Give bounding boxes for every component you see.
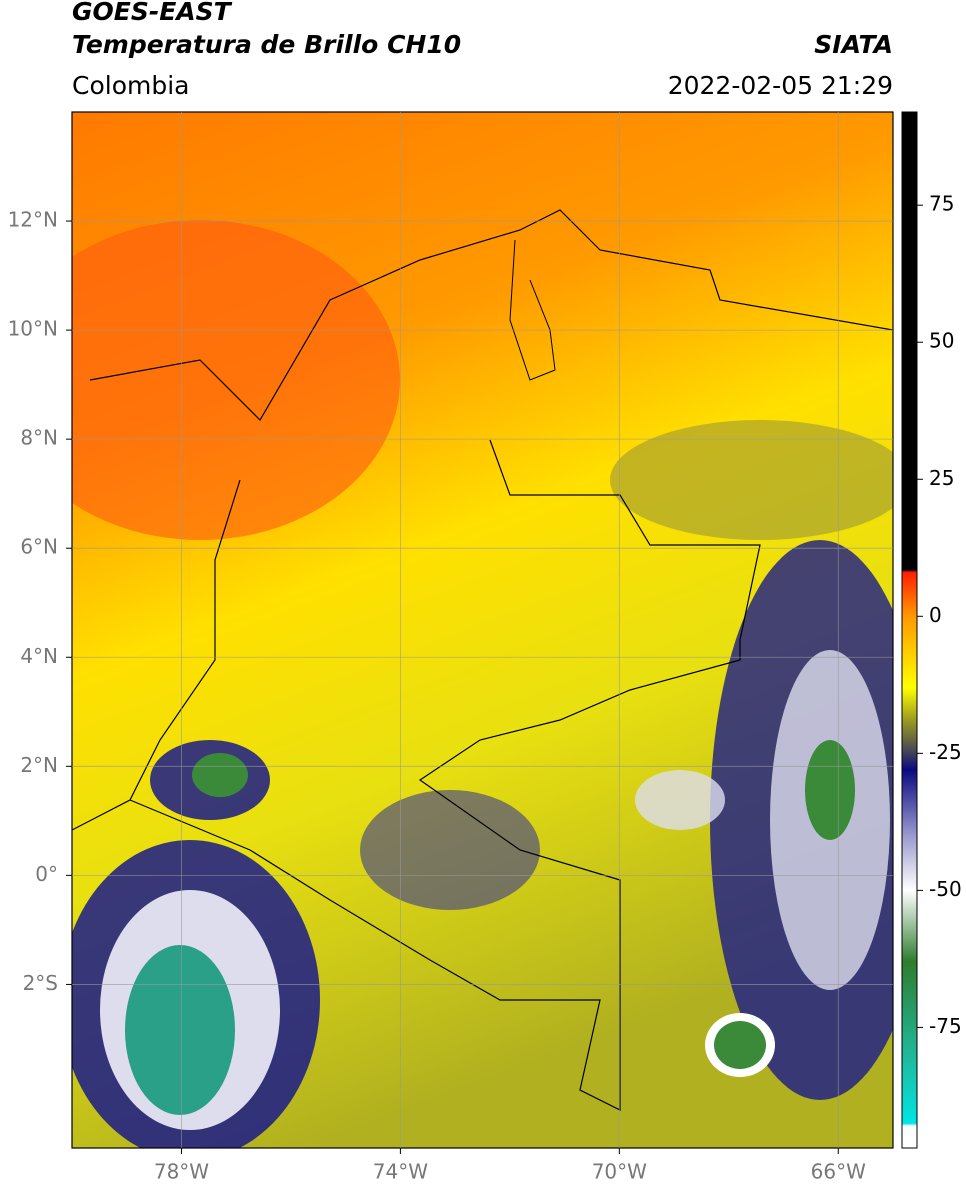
colorbar <box>901 111 918 1149</box>
colorbar-tick-label: 0 <box>929 603 942 627</box>
y-tick-label: 0° <box>35 862 58 886</box>
y-tick-label: 10°N <box>8 317 58 341</box>
datetime: 2022-02-05 21:29 <box>668 71 893 100</box>
y-tick-label: 8°N <box>20 426 58 450</box>
y-tick-label: 2°N <box>20 753 58 777</box>
colorbar-tick-label: -75 <box>929 1014 962 1038</box>
y-tick-label: 12°N <box>8 208 58 232</box>
x-tick-label: 78°W <box>154 1160 209 1184</box>
region: Colombia <box>72 71 189 100</box>
map-frame <box>71 111 894 1149</box>
source: SIATA <box>814 30 893 59</box>
map-image <box>72 112 893 1148</box>
colorbar-tick-label: -25 <box>929 740 962 764</box>
x-tick-label: 70°W <box>592 1160 647 1184</box>
y-tick-label: 4°N <box>20 644 58 668</box>
colorbar-tick-label: 75 <box>929 192 954 216</box>
y-tick-label: 6°N <box>20 535 58 559</box>
colorbar-tick-label: 25 <box>929 466 954 490</box>
colorbar-tick-label: 50 <box>929 329 954 353</box>
x-tick-label: 74°W <box>373 1160 428 1184</box>
title: GOES-EAST <box>72 0 233 26</box>
x-tick-label: 66°W <box>811 1160 866 1184</box>
colorbar-tick-label: -50 <box>929 877 962 901</box>
y-tick-label: 2°S <box>23 971 58 995</box>
subtitle: Temperatura de Brillo CH10 <box>72 30 461 59</box>
